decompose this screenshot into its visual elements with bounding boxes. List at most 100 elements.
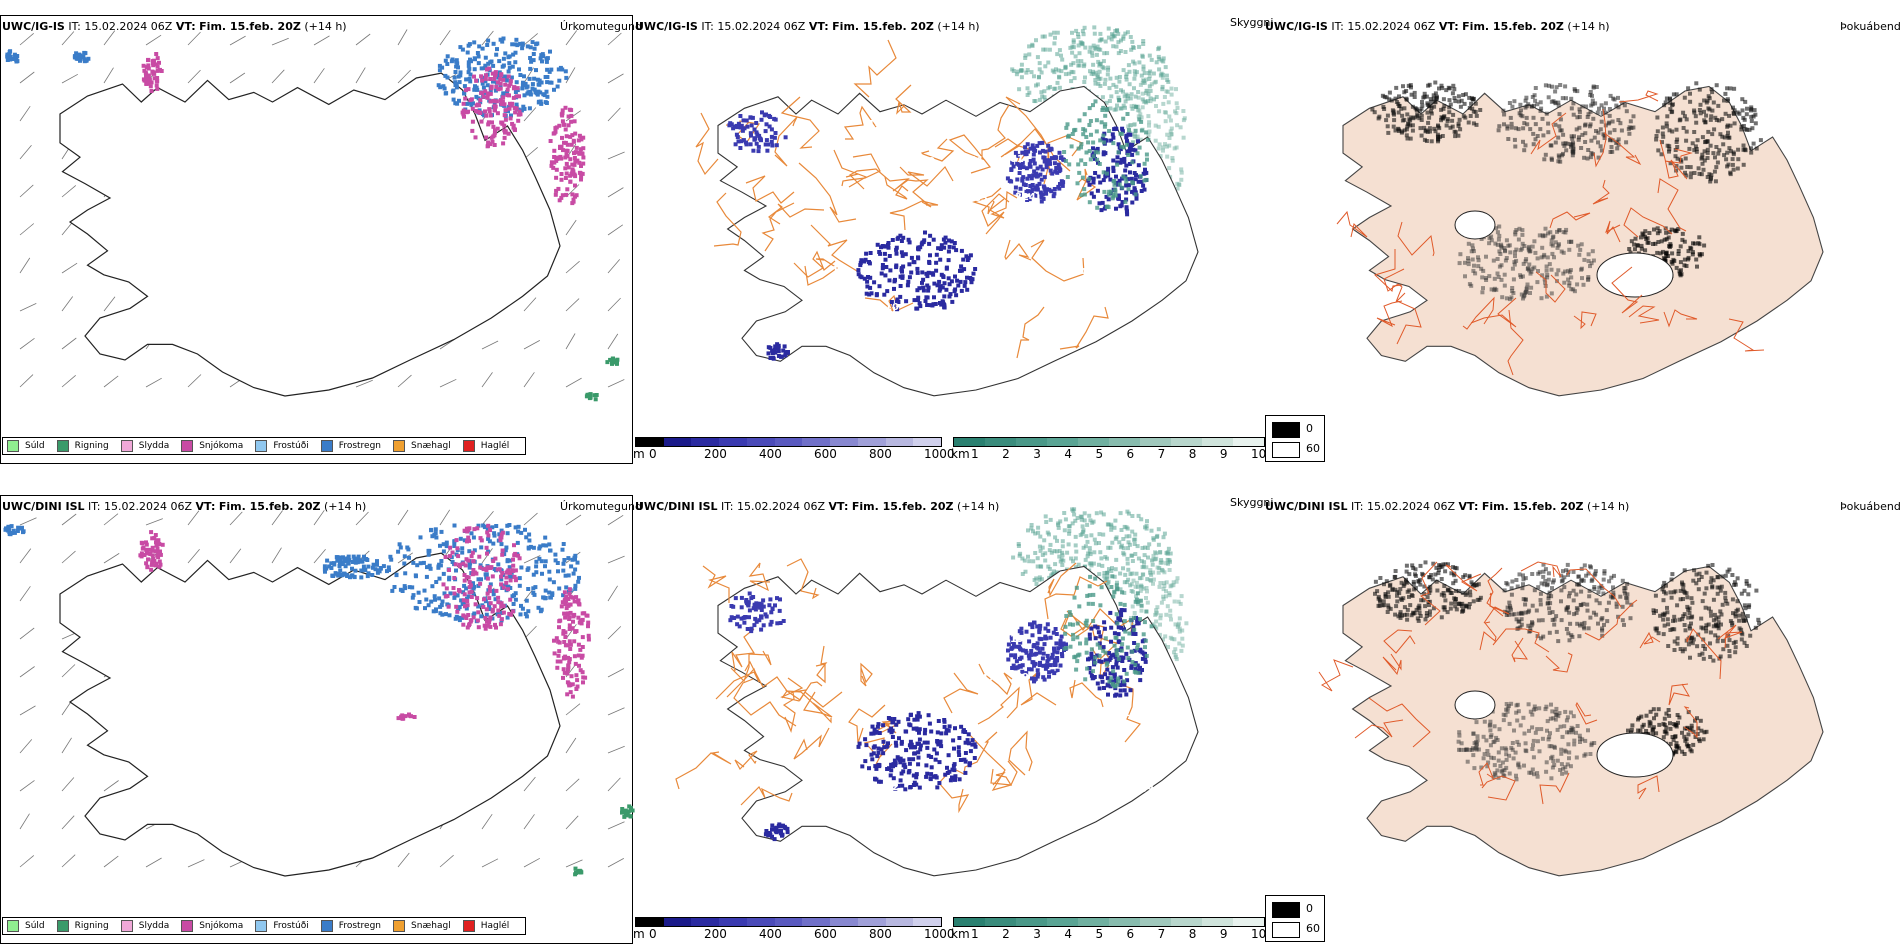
road-network (1318, 561, 1743, 805)
visibility-labels: 4842916214724213209335149531591061311101… (815, 562, 1154, 832)
road-network (695, 39, 1109, 359)
visibility-value-label: 162 (921, 636, 942, 647)
colorbar-segment (913, 438, 942, 446)
legend-item: Súld (7, 920, 45, 932)
vis-m-tick: 1000 (924, 927, 955, 941)
it-label: IT: (68, 20, 81, 33)
colorbar-segment (636, 918, 664, 926)
precip-type-legend: Súld Rigning Slydda Snjókoma Frostúði Frostre… (2, 917, 527, 935)
visibility-product-label: Skyggni (1230, 496, 1274, 509)
legend-item: Frostúði (255, 920, 309, 932)
vis-km-tick: 8 (1188, 447, 1197, 461)
visibility-value-label: 83 (974, 193, 988, 204)
colorbar-segment (830, 918, 858, 926)
vis-m-unit: m (633, 447, 645, 461)
model-name: UWC/IG-IS (1265, 20, 1328, 33)
glacier-areas (1454, 210, 1674, 298)
legend-label: Slydda (138, 921, 170, 931)
row-dini-isl-visibility-panel: UWC/DINI ISL IT: 15.02.2024 06Z VT: Fim.… (633, 480, 1325, 950)
fog-map (1318, 560, 1824, 877)
road-network (1336, 90, 1765, 376)
model-name: UWC/IG-IS (635, 20, 698, 33)
glacier-areas (1454, 690, 1674, 778)
legend-label: Frostregn (338, 441, 382, 451)
vis-km-colorbar (953, 437, 1265, 447)
colorbar-segment (1016, 918, 1047, 926)
fog-header: UWC/DINI ISL IT: 15.02.2024 06Z VT: Fim.… (1265, 500, 1629, 513)
precip-type-legend: Súld Rigning Slydda Snjókoma Frostúði Frostre… (2, 437, 527, 455)
legend-label: Súld (25, 921, 45, 931)
legend-swatch (56, 920, 69, 932)
visibility-value-label: 47 (1133, 304, 1147, 315)
visibility-value-label: 60 (921, 156, 935, 167)
lead-time: (+14 h) (324, 500, 367, 513)
vis-km-tick: 5 (1095, 927, 1104, 941)
colorbar-segment (1078, 438, 1109, 446)
legend-swatch (393, 920, 406, 932)
colorbar-segment (1233, 438, 1264, 446)
legend-swatch (7, 920, 19, 932)
colorbar-segment (1171, 918, 1202, 926)
visibility-value-label: 101 (1003, 154, 1024, 165)
legend-label: Slydda (138, 441, 170, 451)
colorbar-segment (1047, 438, 1078, 446)
legend-swatch (462, 440, 475, 452)
legend-item: Snjókoma (181, 440, 243, 452)
visibility-value-label: 13 (1080, 747, 1094, 758)
legend-swatch (320, 440, 333, 452)
fog-product-label: Þokuábendi (1840, 20, 1900, 33)
colorbar-segment (663, 918, 692, 926)
visibility-value-label: 312 (856, 341, 877, 352)
colorbar-segment (1078, 918, 1109, 926)
precip-map (5, 29, 625, 402)
legend-label: Rigning (74, 921, 109, 931)
vis-km-tick: 3 (1033, 447, 1041, 461)
lead-time: (+14 h) (1567, 20, 1610, 33)
vt-value: Fim. 15.feb. 20Z (851, 500, 954, 513)
fog-label: 60 (1306, 442, 1320, 455)
vis-km-tick: 6 (1126, 927, 1135, 941)
colorbar-segment (985, 438, 1016, 446)
iceland-coastline (717, 85, 1199, 397)
vis-km-tick: 3 (1033, 927, 1041, 941)
vis-km-tick: 8 (1188, 927, 1197, 941)
iceland-land (1342, 85, 1824, 397)
fog-index-legend: 0 60 (1265, 895, 1325, 942)
legend-item: Slydda (120, 920, 170, 932)
vis-m-unit: m (633, 927, 645, 941)
legend-item: Haglél (462, 440, 509, 452)
precip-areas (5, 36, 620, 402)
legend-item: Frostúði (255, 440, 309, 452)
vis-km-tick: 7 (1157, 927, 1166, 941)
visibility-labels: 127 145 60 83 441 440 47 312 13 164 324 143 80 89 18 10… (815, 82, 1147, 352)
vis-km-tick: 4 (1064, 447, 1072, 461)
visibility-value-label: 11 (844, 783, 858, 794)
colorbar-segment (774, 918, 803, 926)
colorbar-segment (857, 438, 886, 446)
visibility-map: 127 145 60 83 441 440 47 312 13 164 324 143 80 89 18 10… (695, 25, 1199, 397)
visibility-value-label: 48 (815, 562, 829, 573)
row-dini-isl-fog-panel: UWC/DINI ISL IT: 15.02.2024 06Z VT: Fim.… (1265, 480, 1900, 950)
visibility-value-label: 13 (832, 265, 846, 276)
visibility-header: UWC/IG-IS IT: 15.02.2024 06Z VT: Fim. 15… (635, 20, 980, 33)
fog-swatch (1272, 922, 1300, 938)
vis-km-tick: 1 (971, 927, 979, 941)
colorbar-segment (913, 918, 942, 926)
vis-m-tick: 800 (869, 447, 892, 461)
precip-header: UWC/DINI ISL IT: 15.02.2024 06Z VT: Fim.… (2, 500, 366, 513)
fog-shading (1370, 80, 1763, 302)
visibility-value-label: 145 (868, 119, 889, 130)
visibility-value-label: 13 (909, 118, 923, 129)
colorbar-segment (691, 438, 720, 446)
vis-km-tick: 9 (1219, 447, 1228, 461)
lead-time: (+14 h) (957, 500, 1000, 513)
colorbar-segment (857, 918, 886, 926)
fog-swatch (1272, 902, 1300, 918)
iceland-coastline (59, 552, 561, 877)
colorbar-segment (719, 438, 747, 446)
legend-item: Súld (7, 440, 45, 452)
visibility-value-label: 12 (885, 782, 899, 793)
vt-value: Fim. 15.feb. 20Z (1481, 500, 1584, 513)
vis-m-tick: 0 (649, 447, 657, 461)
visibility-value-label: 80 (1121, 266, 1135, 277)
